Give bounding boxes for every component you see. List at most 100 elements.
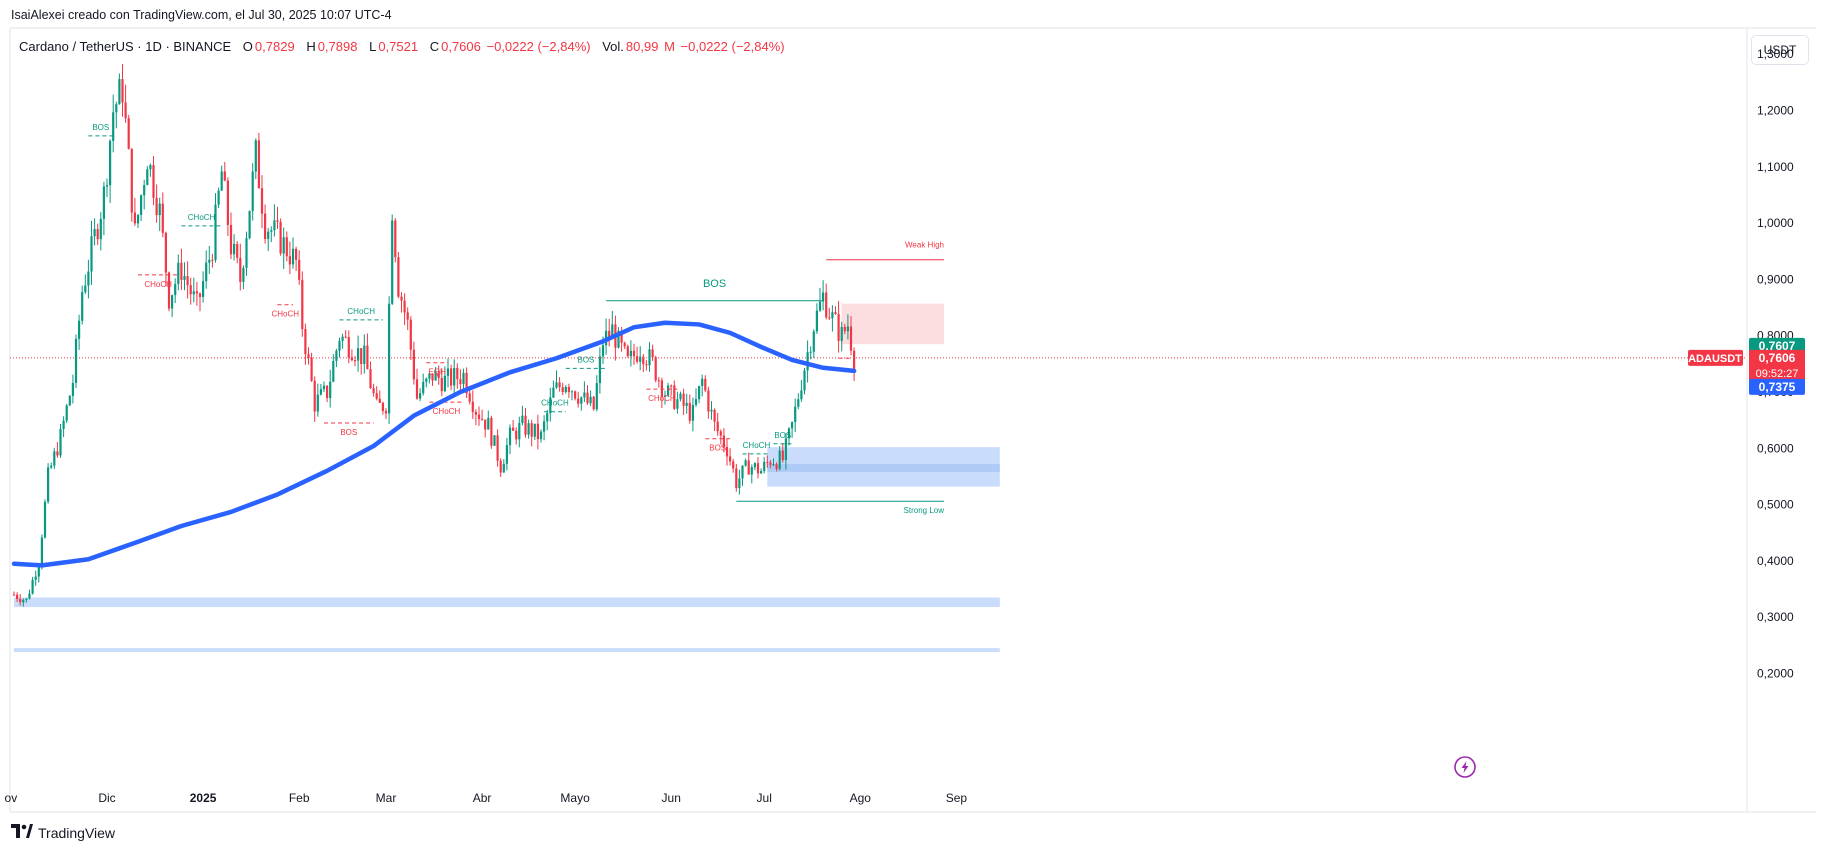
candle-body [248, 210, 251, 239]
candle [477, 406, 481, 426]
candle [688, 394, 691, 424]
candle [171, 294, 174, 318]
candle-body [211, 259, 214, 261]
candle-body [487, 417, 490, 430]
symbol-tag [1688, 349, 1743, 366]
candle-body [394, 220, 397, 258]
candle [394, 218, 397, 263]
candle [242, 265, 245, 290]
candle [257, 132, 260, 189]
x-tick-label: Ago [850, 791, 872, 805]
candle [766, 455, 769, 468]
publisher-line: IsaiAlexei creado con TradingView.com, e… [11, 8, 392, 22]
candle-body [698, 385, 701, 400]
x-tick-label: Jun [662, 791, 681, 805]
candle [769, 460, 772, 469]
candle [53, 447, 56, 470]
candle [499, 458, 502, 477]
symbol-tag-text: ADAUSDT [1688, 353, 1742, 365]
candle [31, 576, 34, 595]
candle-body [849, 326, 853, 351]
candle [567, 383, 570, 398]
candle-body [115, 104, 118, 113]
candle [654, 355, 657, 383]
candle [701, 374, 704, 397]
candle-body [738, 478, 741, 489]
candle [155, 184, 158, 223]
candle-body [279, 221, 282, 254]
candle-body [195, 291, 198, 294]
candle [719, 429, 722, 445]
candle-body [561, 387, 564, 393]
candle [570, 390, 574, 401]
candle-body [583, 392, 586, 398]
candle-body [322, 385, 326, 390]
candle-body [298, 259, 301, 280]
candle [146, 166, 149, 186]
candle-body [732, 461, 735, 469]
candle-body [781, 450, 784, 461]
candle [310, 352, 313, 382]
currency-button[interactable]: USDT [1751, 35, 1809, 65]
candle-body [344, 336, 347, 338]
structure-label: CHoCH [271, 310, 299, 319]
structure-label: CHoCH [743, 441, 771, 450]
candle [47, 463, 50, 504]
lightning-icon[interactable] [1454, 756, 1476, 778]
candle [298, 250, 301, 285]
countdown-value: 09:52:27 [1756, 368, 1799, 380]
candle [632, 343, 636, 365]
y-tick-label: 0,9000 [1757, 272, 1794, 286]
candle-body [729, 456, 732, 462]
candle-body [530, 423, 533, 437]
candle [747, 452, 750, 475]
candle [505, 437, 508, 471]
symbol-name[interactable]: Cardano / TetherUS · 1D · BINANCE [19, 39, 232, 54]
candle-body [719, 431, 722, 436]
candle-body [521, 415, 524, 424]
candle [350, 349, 353, 362]
candle-body [282, 237, 285, 254]
zone-blue [14, 597, 1000, 608]
current-price-value: 0,7606 [1759, 351, 1796, 365]
candle-body [456, 367, 459, 380]
candle [837, 300, 840, 353]
structure-label: BOS [774, 431, 791, 440]
candle [276, 206, 279, 229]
candle-body [167, 272, 171, 309]
candle-body [713, 409, 716, 422]
candle [791, 421, 794, 438]
candle [130, 148, 133, 222]
candle-body [769, 462, 772, 465]
candle-body [787, 428, 791, 439]
x-tick-label: Sep [946, 791, 968, 805]
y-tick-label: 0,5000 [1757, 498, 1794, 512]
candle [112, 94, 115, 153]
structure-label: CHoCH [648, 394, 676, 403]
candle-body [691, 404, 694, 421]
x-tick-label: Jul [757, 791, 772, 805]
candle [425, 377, 428, 388]
candle [822, 280, 825, 311]
high-label: H [306, 39, 316, 54]
candle-body [47, 467, 50, 502]
candle [735, 463, 738, 492]
high-value: 0,7898 [317, 39, 358, 54]
candle-body [378, 398, 381, 403]
candle-body [350, 357, 353, 361]
candle [741, 465, 744, 487]
candle-body [50, 465, 53, 468]
candle-body [617, 330, 620, 348]
candle [329, 369, 332, 408]
candle-body [357, 348, 360, 361]
candle [682, 388, 685, 415]
candle-body [62, 420, 65, 429]
candle-body [419, 393, 422, 399]
candle [605, 318, 608, 355]
candle [28, 589, 31, 600]
candle-body [99, 218, 102, 240]
candle-body [102, 186, 105, 219]
candle [164, 231, 167, 287]
candle [710, 401, 713, 420]
